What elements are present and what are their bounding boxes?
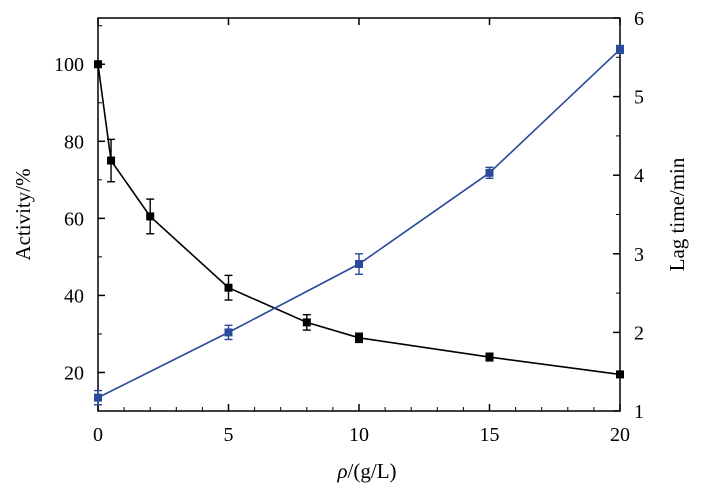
- x-tick-label: 20: [610, 424, 630, 446]
- y-right-tick-label: 6: [634, 8, 644, 30]
- series-2-marker: [616, 45, 624, 54]
- series-1-marker: [107, 156, 116, 165]
- series-1-marker: [616, 370, 624, 379]
- x-tick-label: 15: [480, 424, 500, 446]
- x-tick-label: 0: [93, 424, 103, 446]
- x-axis-label: ρ/(g/L): [336, 459, 396, 483]
- x-tick-label: 5: [224, 424, 234, 446]
- y-right-tick-label: 5: [634, 87, 644, 109]
- x-tick-label: 10: [349, 424, 369, 446]
- series-1-marker: [485, 353, 494, 362]
- y-left-tick-label: 60: [64, 208, 84, 230]
- y-left-tick-label: 20: [64, 362, 84, 384]
- y-right-axis-label: Lag time/min: [665, 157, 689, 271]
- series-1-line: [97, 64, 621, 376]
- series-1-marker: [302, 318, 311, 327]
- series-1-marker: [224, 283, 233, 292]
- y-left-tick-label: 40: [64, 285, 84, 307]
- y-right-tick-label: 3: [634, 244, 644, 266]
- series-1-marker: [94, 60, 102, 69]
- y-left-tick-label: 80: [64, 131, 84, 153]
- plot-frame: [97, 17, 621, 412]
- y-right-tick-label: 1: [634, 401, 644, 423]
- y-right-tick-label: 4: [634, 165, 644, 187]
- y-left-tick-label: 100: [54, 54, 84, 76]
- series-2-marker: [94, 393, 102, 402]
- y-right-tick-label: 2: [634, 322, 644, 344]
- y-left-axis-label: Activity/%: [11, 168, 35, 260]
- series-2-marker: [485, 168, 494, 177]
- series-2-line: [97, 48, 621, 399]
- x-axis-label-unit: /(g/L): [348, 459, 397, 483]
- series-2-marker: [355, 260, 363, 269]
- series-1-marker: [146, 212, 155, 221]
- series-2-marker: [224, 328, 233, 337]
- x-axis-label-symbol: ρ: [336, 459, 347, 483]
- series-1-marker: [355, 333, 363, 342]
